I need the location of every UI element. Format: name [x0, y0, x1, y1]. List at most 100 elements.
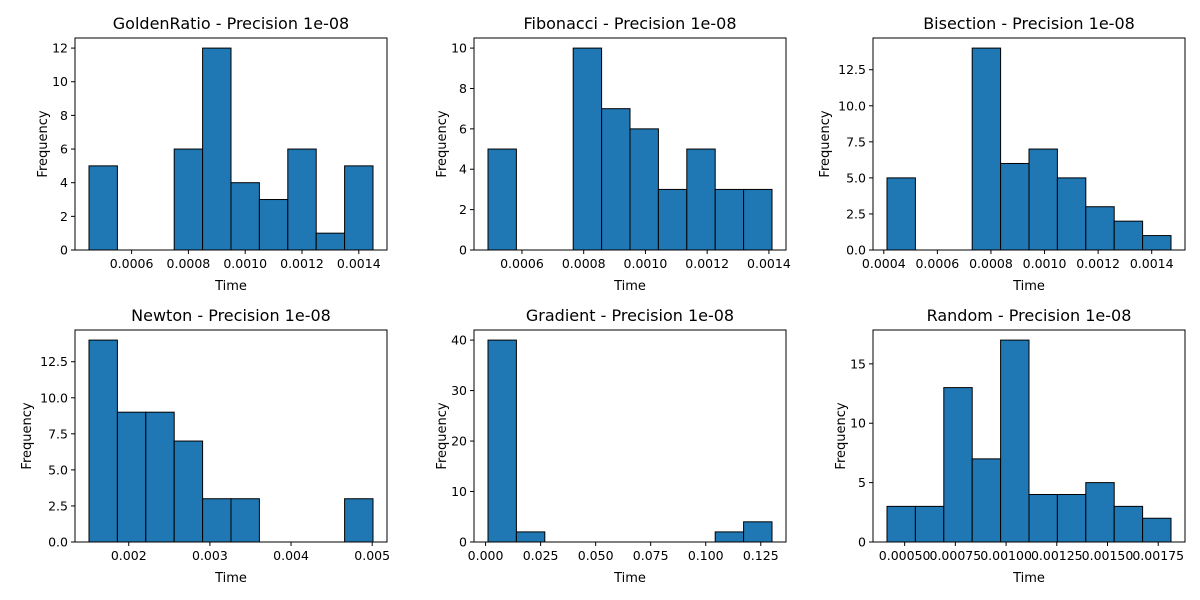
histogram-bar [714, 531, 745, 543]
histogram-bar [1000, 162, 1030, 251]
x-tick-label: 0.005 [354, 548, 390, 563]
y-tick-label: 7.5 [48, 426, 68, 441]
histogram-bar [173, 148, 204, 251]
y-axis-label: Frequency [435, 110, 450, 177]
chart-panel-bisection: 0.0004 0.0006 0.0008 0.0010 0.0012 0.0014 0.0 2… [818, 14, 1186, 294]
x-tick-label: 0.0012 [280, 256, 324, 271]
y-tick-label: 10.0 [40, 390, 68, 405]
histogram-bar [886, 177, 916, 251]
y-tick-label: 10 [850, 416, 866, 431]
histogram-bar [230, 182, 260, 251]
y-axis-label: Frequency [818, 110, 833, 177]
x-tick-label: 0.002 [111, 548, 147, 563]
histogram-bar [601, 108, 631, 251]
histogram-bar [1028, 148, 1058, 251]
y-axis-label: Frequency [20, 402, 35, 469]
y-tick-label: 10 [52, 74, 68, 89]
histogram-bar [88, 339, 118, 543]
histogram-bar [971, 458, 1002, 543]
x-tick-label: 0.0012 [1076, 256, 1120, 271]
x-tick-label: 0.0014 [747, 256, 791, 271]
y-tick-label: 0 [858, 535, 866, 550]
plot-frame [872, 37, 1186, 251]
y-tick-label: 6 [459, 121, 467, 136]
y-axis-label: Frequency [36, 110, 51, 177]
y-tick-label: 6 [60, 142, 68, 157]
histogram-bar [1000, 339, 1030, 543]
histogram-bar [686, 148, 716, 251]
histogram-bar [173, 440, 204, 543]
histogram-bar [943, 387, 973, 543]
x-tick-label: 0.100 [688, 548, 724, 563]
x-tick-label: 0.00075 [930, 548, 982, 563]
plot-frame [74, 329, 388, 543]
y-tick-label: 10.0 [838, 98, 866, 113]
x-tick-label: 0.0004 [862, 256, 906, 271]
chart-title: Bisection - Precision 1e-08 [923, 14, 1135, 33]
chart-title: GoldenRatio - Precision 1e-08 [113, 14, 349, 33]
y-tick-label: 0 [60, 243, 68, 258]
y-tick-label: 5 [858, 475, 866, 490]
x-tick-label: 0.0010 [1023, 256, 1067, 271]
chart-panel-newton: 0.002 0.003 0.004 0.005 0.0 2.5 5.0 7.5 10.0 12.5… [20, 306, 390, 586]
x-tick-label: 0.0006 [915, 256, 959, 271]
x-tick-label: 0.0006 [500, 256, 544, 271]
chart-title: Random - Precision 1e-08 [927, 306, 1132, 325]
histogram-bar [1028, 493, 1058, 543]
histogram-bar [202, 498, 232, 543]
histogram-bar [572, 47, 603, 251]
histogram-bar [344, 498, 374, 543]
x-tick-label: 0.004 [273, 548, 309, 563]
histogram-bar [88, 165, 118, 251]
y-axis-label: Frequency [435, 402, 450, 469]
chart-panel-random: 0.00050 0.00075 0.00100 0.00125 0.00150 0.001… [834, 306, 1186, 586]
x-tick-label: 0.0014 [337, 256, 381, 271]
histogram-bar [1113, 220, 1144, 251]
chart-title: Fibonacci - Precision 1e-08 [524, 14, 737, 33]
x-tick-label: 0.0014 [1130, 256, 1174, 271]
histogram-bar [914, 505, 945, 543]
histogram-bar [743, 188, 773, 251]
y-tick-label: 12 [52, 41, 68, 56]
plot-frame [473, 37, 787, 251]
y-tick-label: 8 [60, 108, 68, 123]
histogram-bar [1142, 517, 1172, 543]
x-tick-label: 0.00150 [1082, 548, 1134, 563]
histogram-bar [743, 521, 773, 543]
y-tick-label: 7.5 [846, 134, 866, 149]
x-tick-label: 0.0010 [223, 256, 267, 271]
histogram-bar [287, 148, 317, 251]
y-tick-label: 2.5 [48, 498, 68, 513]
y-tick-label: 10 [451, 41, 467, 56]
x-tick-label: 0.0008 [969, 256, 1013, 271]
plot-frame [872, 329, 1186, 543]
x-tick-label: 0.00175 [1132, 548, 1184, 563]
y-tick-label: 30 [451, 383, 467, 398]
y-tick-label: 2 [60, 209, 68, 224]
histogram-bar [487, 148, 517, 251]
x-tick-label: 0.003 [192, 548, 228, 563]
x-axis-label: Time [214, 279, 247, 294]
histogram-bar [1113, 505, 1144, 543]
x-tick-label: 0.00125 [1031, 548, 1083, 563]
y-tick-label: 0 [459, 243, 467, 258]
x-axis-label: Time [1012, 279, 1045, 294]
x-tick-label: 0.075 [633, 548, 669, 563]
y-tick-label: 0.0 [48, 535, 68, 550]
x-tick-label: 0.00050 [879, 548, 931, 563]
x-tick-label: 0.125 [743, 548, 779, 563]
x-axis-label: Time [613, 571, 646, 586]
x-tick-label: 0.050 [578, 548, 614, 563]
histogram-bar [1085, 206, 1115, 251]
chart-panel-goldenratio: 0.0006 0.0008 0.0010 0.0012 0.0014 0 2 4 6 8 10 12 G… [36, 14, 388, 294]
histogram-bar [116, 411, 147, 543]
histogram-bar [145, 411, 175, 543]
x-tick-label: 0.0006 [110, 256, 154, 271]
histogram-bar [714, 188, 745, 251]
y-tick-label: 0 [459, 535, 467, 550]
plot-frame [74, 37, 388, 251]
y-tick-label: 8 [459, 81, 467, 96]
histogram-bar [657, 188, 688, 251]
y-tick-label: 20 [451, 434, 467, 449]
x-axis-label: Time [613, 279, 646, 294]
